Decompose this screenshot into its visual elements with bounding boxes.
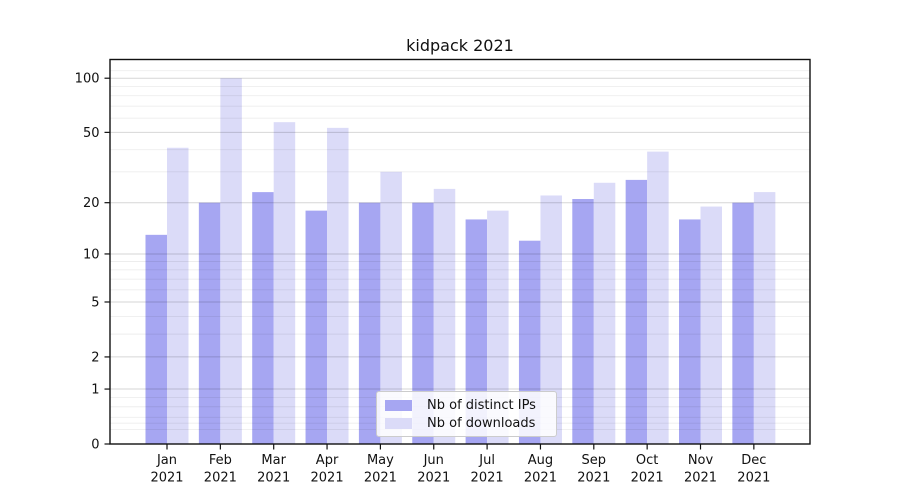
y-tick-label: 10 — [83, 247, 100, 262]
x-tick-label-year: 2021 — [257, 471, 290, 486]
x-tick-label-month: Oct — [636, 453, 658, 468]
x-tick-label-month: Aug — [528, 453, 553, 468]
x-tick-label-year: 2021 — [631, 471, 664, 486]
bar-ips-jan — [145, 234, 167, 444]
bar-ips-may — [358, 202, 381, 444]
x-tick-label-month: Jan — [156, 453, 177, 468]
x-tick-label-year: 2021 — [577, 471, 610, 486]
y-tick-label: 2 — [91, 350, 99, 365]
bar-ips-jul — [465, 219, 488, 444]
x-tick-label-year: 2021 — [737, 471, 770, 486]
axes-spines — [109, 58, 811, 445]
y-tick-label: 100 — [75, 72, 100, 87]
bar-downloads-may — [380, 171, 402, 444]
bar-ips-feb — [198, 202, 221, 444]
x-tick-label-year: 2021 — [524, 471, 557, 486]
bar-downloads-jul — [487, 210, 509, 444]
legend: Nb of distinct IPs Nb of downloads — [376, 391, 557, 437]
legend-label: Nb of downloads — [427, 415, 536, 431]
x-tick-label-year: 2021 — [204, 471, 237, 486]
bar-downloads-jan — [167, 147, 189, 444]
bar-ips-nov — [679, 219, 701, 444]
bar-downloads-mar — [273, 122, 296, 445]
bar-ips-mar — [252, 192, 274, 444]
bar-downloads-aug — [540, 195, 562, 444]
legend-item: Nb of distinct IPs — [385, 397, 547, 413]
legend-swatch-ips — [385, 399, 412, 411]
x-tick-label-month: Jun — [423, 453, 444, 468]
x-tick-label-month: May — [367, 453, 394, 468]
x-tick-label-year: 2021 — [311, 471, 344, 486]
bar-downloads-feb — [220, 78, 242, 445]
y-tick-label: 0 — [91, 438, 99, 453]
bar-ips-dec — [732, 202, 754, 444]
bar-downloads-jun — [433, 188, 456, 444]
bar-downloads-apr — [327, 127, 349, 444]
bar-downloads-nov — [700, 206, 722, 444]
legend-label: Nb of distinct IPs — [427, 397, 536, 413]
x-tick-label-year: 2021 — [417, 471, 450, 486]
legend-item: Nb of downloads — [385, 415, 547, 431]
y-tick-label: 20 — [83, 196, 100, 211]
bar-ips-sep — [572, 199, 594, 444]
legend-swatch-downloads — [385, 417, 412, 429]
x-tick-label-year: 2021 — [471, 471, 504, 486]
x-tick-label-month: Jul — [478, 453, 495, 468]
x-tick-label-month: Sep — [582, 453, 607, 468]
bar-downloads-oct — [647, 151, 669, 444]
x-tick-label-month: Dec — [741, 453, 766, 468]
x-tick-label-month: Mar — [261, 453, 286, 468]
bar-downloads-sep — [593, 182, 616, 444]
x-tick-label-month: Nov — [688, 453, 714, 468]
bar-ips-oct — [625, 179, 648, 444]
x-tick-label-year: 2021 — [150, 471, 183, 486]
bar-ips-jun — [412, 202, 434, 444]
x-tick-label-month: Feb — [209, 453, 232, 468]
x-tick-label-year: 2021 — [684, 471, 717, 486]
y-tick-label: 1 — [91, 383, 99, 398]
chart-title: kidpack 2021 — [406, 36, 514, 55]
y-tick-label: 50 — [83, 126, 100, 141]
x-tick-label-month: Apr — [316, 453, 339, 468]
bar-downloads-dec — [753, 192, 776, 444]
y-tick-label: 5 — [91, 295, 99, 310]
x-tick-label-year: 2021 — [364, 471, 397, 486]
bar-ips-apr — [305, 210, 328, 444]
